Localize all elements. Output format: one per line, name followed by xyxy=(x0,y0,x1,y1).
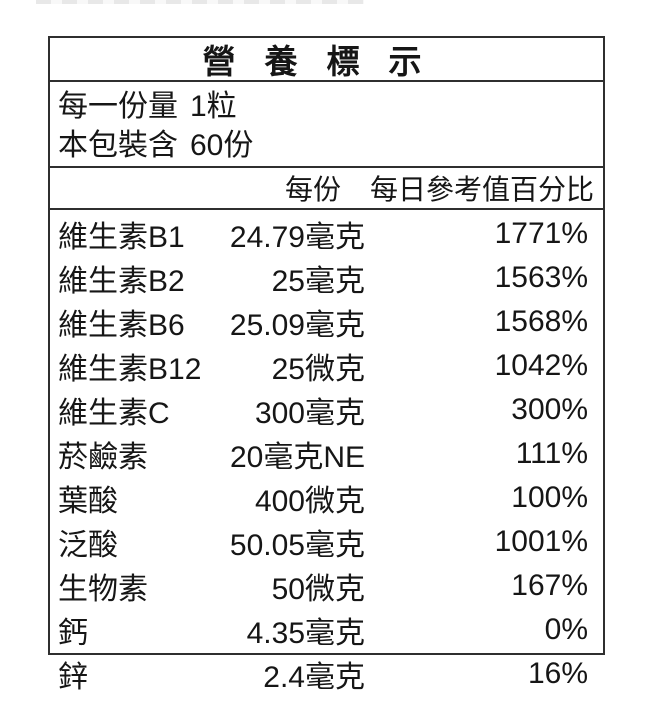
nutrient-daily-value: 1771% xyxy=(494,217,588,250)
nutrient-daily-value: 1001% xyxy=(494,525,588,558)
nutrient-amount: 25.09毫克 xyxy=(229,309,365,342)
nutrient-amount: 400微克 xyxy=(254,485,365,518)
serving-size-label: 每一份量 xyxy=(58,90,178,123)
serving-size-line: 每一份量 1粒 xyxy=(58,88,593,126)
nutrient-amount: 50微克 xyxy=(271,573,365,606)
nutrient-name: 維生素B6 xyxy=(58,309,185,342)
nutrient-row: 維生素B1 24.79毫克 1771% xyxy=(50,212,603,256)
nutrient-name: 維生素B2 xyxy=(58,265,185,298)
nutrient-name: 生物素 xyxy=(58,573,148,606)
nutrient-amount: 300毫克 xyxy=(254,397,365,430)
nutrient-daily-value: 167% xyxy=(511,569,588,602)
nutrient-daily-value: 111% xyxy=(515,437,588,470)
nutrient-daily-value: 1563% xyxy=(494,261,588,294)
nutrition-facts-panel: 營養標示 每一份量 1粒 本包裝含 60份 每份 每日參考值百分比 維生素B1 24.… xyxy=(48,36,605,694)
nutrient-row: 菸鹼素 20毫克NE 111% xyxy=(50,432,603,476)
nutrient-name: 葉酸 xyxy=(58,485,118,518)
nutrient-row: 葉酸 400微克 100% xyxy=(50,476,603,520)
clipped-text-remnant xyxy=(36,0,364,4)
serving-info-section: 每一份量 1粒 本包裝含 60份 xyxy=(50,82,603,168)
servings-per-container-value: 60份 xyxy=(190,129,254,162)
nutrient-amount: 24.79毫克 xyxy=(229,221,365,254)
serving-size-value: 1粒 xyxy=(190,90,237,123)
nutrient-name: 維生素B12 xyxy=(58,353,202,386)
nutrient-name: 菸鹼素 xyxy=(58,441,148,474)
nutrient-amount: 25微克 xyxy=(271,353,365,386)
nutrient-row: 泛酸 50.05毫克 1001% xyxy=(50,520,603,564)
nutrition-rows: 維生素B1 24.79毫克 1771% 維生素B2 25毫克 1563% 維生素B6 25.0… xyxy=(50,210,603,699)
nutrient-row: 鋅 2.4毫克 16% xyxy=(50,652,603,696)
nutrient-name: 鋅 xyxy=(58,661,88,694)
column-header-row: 每份 每日參考值百分比 xyxy=(50,168,603,210)
nutrient-row: 維生素B6 25.09毫克 1568% xyxy=(50,300,603,344)
nutrient-daily-value: 16% xyxy=(527,657,588,690)
servings-per-container-label: 本包裝含 xyxy=(58,129,178,162)
nutrient-amount: 50.05毫克 xyxy=(229,529,365,562)
nutrient-amount: 4.35毫克 xyxy=(246,617,365,650)
nutrient-daily-value: 1568% xyxy=(494,305,588,338)
nutrient-row: 維生素C 300毫克 300% xyxy=(50,388,603,432)
nutrient-name: 維生素B1 xyxy=(58,221,185,254)
nutrient-row: 生物素 50微克 167% xyxy=(50,564,603,608)
nutrient-row: 維生素B12 25微克 1042% xyxy=(50,344,603,388)
panel-title: 營養標示 xyxy=(50,38,603,82)
nutrient-daily-value: 1042% xyxy=(494,349,588,382)
nutrient-name: 維生素C xyxy=(58,397,170,430)
nutrient-name: 鈣 xyxy=(58,617,88,650)
nutrient-name: 泛酸 xyxy=(58,529,118,562)
nutrient-amount: 25毫克 xyxy=(271,265,365,298)
nutrient-row: 維生素B2 25毫克 1563% xyxy=(50,256,603,300)
nutrient-daily-value: 0% xyxy=(544,613,588,646)
servings-per-container-line: 本包裝含 60份 xyxy=(58,127,593,165)
per-serving-column-header: 每份 xyxy=(284,174,341,205)
nutrient-daily-value: 300% xyxy=(511,393,588,426)
nutrient-amount: 20毫克NE xyxy=(229,441,365,474)
nutrient-row: 鈣 4.35毫克 0% xyxy=(50,608,603,652)
nutrient-amount: 2.4毫克 xyxy=(263,661,365,694)
daily-value-column-header: 每日參考值百分比 xyxy=(369,174,594,205)
nutrient-daily-value: 100% xyxy=(511,481,588,514)
